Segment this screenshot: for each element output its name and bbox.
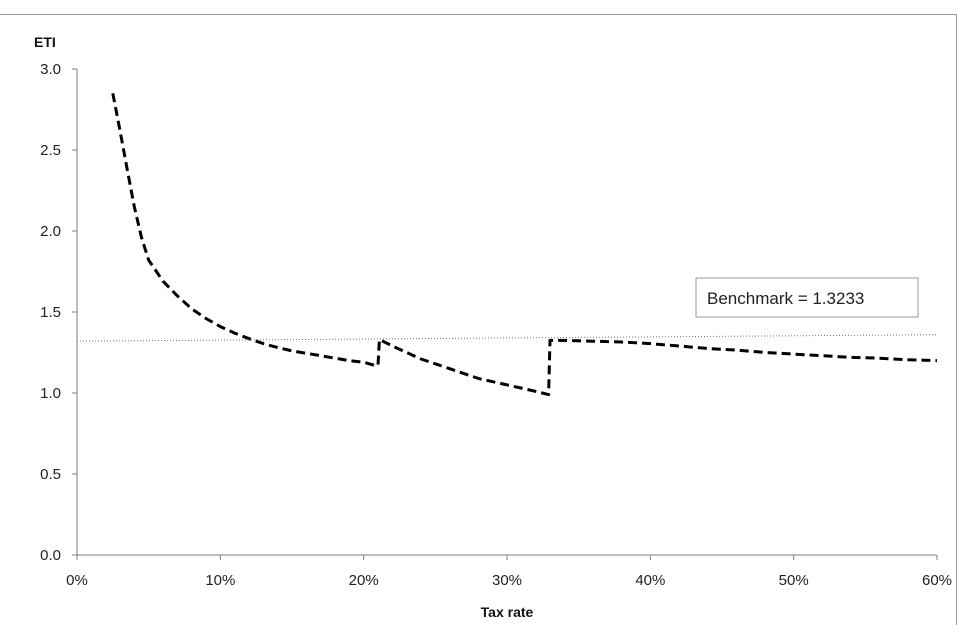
y-axis-title: ETI bbox=[34, 34, 56, 50]
x-axis-title: Tax rate bbox=[481, 604, 534, 620]
plot-area: 0.0 0.5 1.0 1.5 2.0 2.5 3.0 0% 10% 20% 30% 40% 50% 60… bbox=[40, 61, 952, 589]
y-tick-label: 3.0 bbox=[40, 61, 61, 78]
benchmark-line bbox=[76, 334, 938, 342]
x-tick-label: 0% bbox=[66, 572, 88, 589]
y-tick-label: 0.0 bbox=[40, 547, 61, 564]
x-tick-label: 60% bbox=[922, 572, 952, 589]
y-tick-label: 0.5 bbox=[40, 466, 61, 483]
x-tick-label: 50% bbox=[779, 572, 809, 589]
y-tick-label: 1.5 bbox=[40, 304, 61, 321]
x-tick-label: 10% bbox=[205, 572, 235, 589]
y-tick-label: 1.0 bbox=[40, 385, 61, 402]
x-tick-label: 40% bbox=[635, 572, 665, 589]
benchmark-label: Benchmark = 1.3233 bbox=[707, 289, 864, 308]
eti-curve-line bbox=[111, 93, 938, 397]
benchmark-annotation: Benchmark = 1.3233 bbox=[695, 277, 919, 318]
x-tick-label: 30% bbox=[492, 572, 522, 589]
benchmark-box bbox=[695, 277, 919, 318]
y-tick-label: 2.0 bbox=[40, 223, 61, 240]
y-tick-label: 2.5 bbox=[40, 142, 61, 159]
x-tick-label: 20% bbox=[349, 572, 379, 589]
